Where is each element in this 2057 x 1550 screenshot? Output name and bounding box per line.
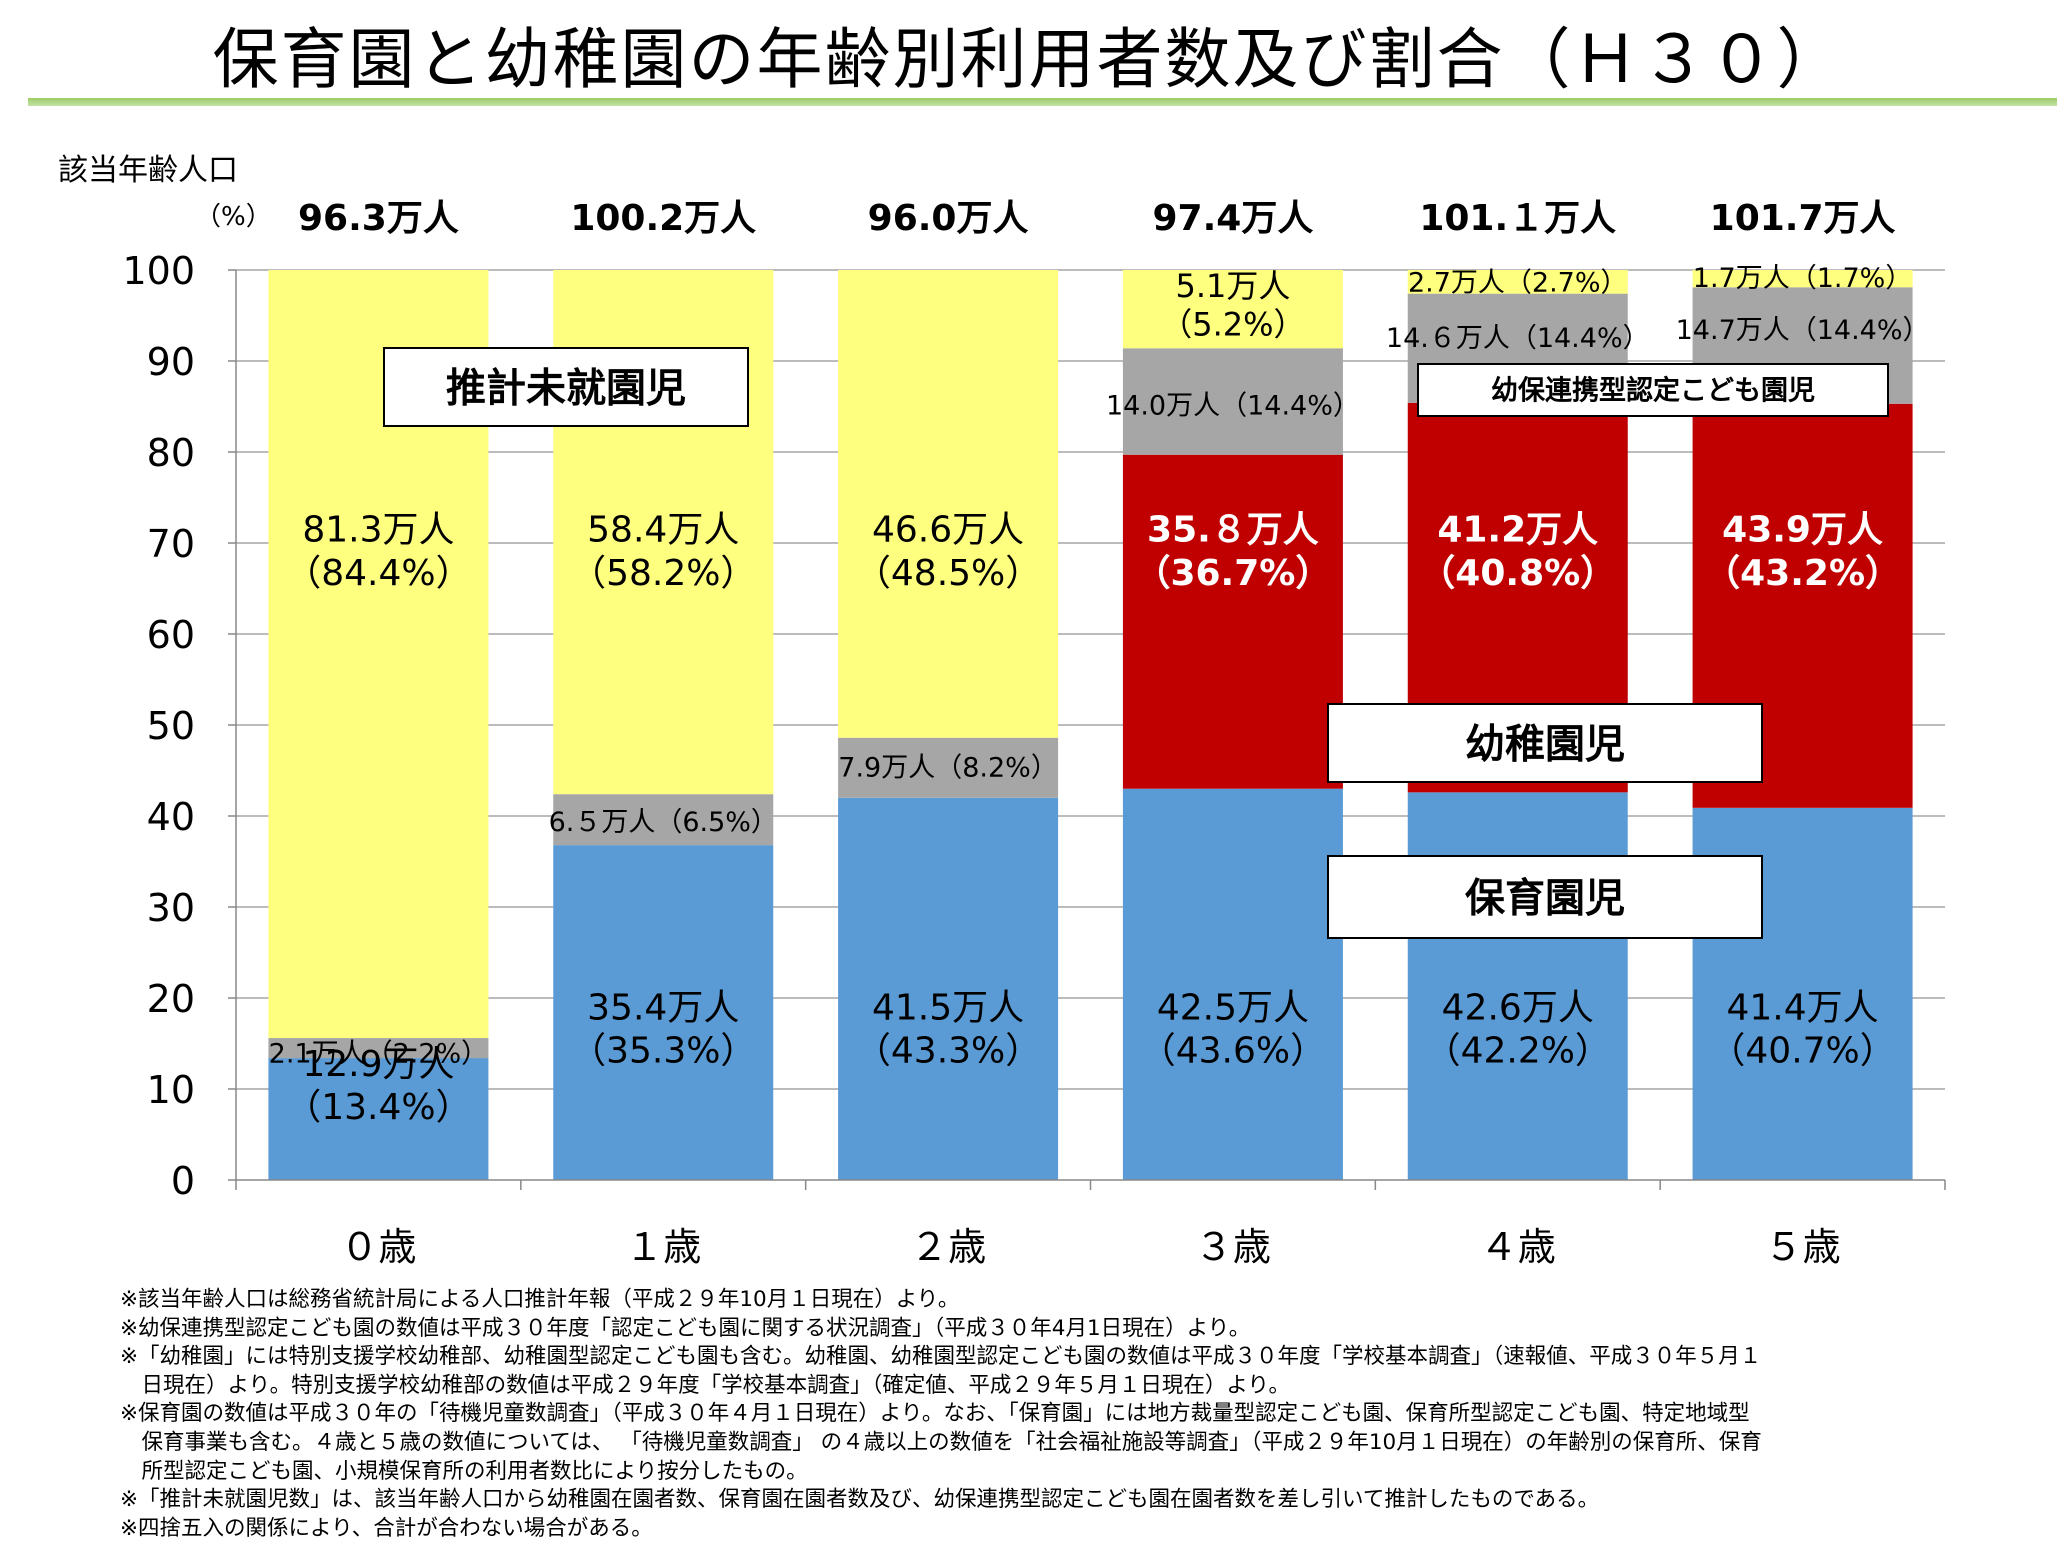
annotation-certified-box	[1417, 363, 1889, 417]
segment-label-nursery: 35.4万人	[587, 987, 739, 1028]
footnote: ※保育園の数値は平成３０年の「待機児童数調査」（平成３０年４月１日現在）より。な…	[120, 1401, 1750, 1427]
footnote: ※「推計未就園児数」は、該当年齢人口から幼稚園在園者数、保育園在園者数及び、幼保…	[120, 1487, 1600, 1513]
x-tick-label: １歳	[625, 1225, 701, 1269]
segment-label-kindergarten: （40.8%）	[1419, 553, 1616, 594]
annotation-unenrolled-label: 推計未就園児	[446, 365, 686, 411]
segment-label-unenrolled: 1.7万人（1.7%）	[1693, 263, 1913, 294]
segment-label-unenrolled: 58.4万人	[587, 510, 739, 551]
bar-segment-kindergarten	[1122, 454, 1343, 789]
footnote: 保育事業も含む。４歳と５歳の数値については、 「待機児童数調査」 の４歳以上の数…	[120, 1429, 1762, 1455]
x-tick-label: ２歳	[910, 1225, 986, 1269]
footnote: ※四捨五入の関係により、合計が合わない場合がある。	[120, 1515, 653, 1541]
bar-segment-nursery	[838, 797, 1059, 1180]
segment-label-unenrolled: （58.2%）	[570, 553, 756, 594]
x-tick-label: ３歳	[1195, 1225, 1271, 1269]
total-population-label: 97.4万人	[1153, 198, 1314, 239]
segment-label-unenrolled: （48.5%）	[855, 553, 1041, 594]
segment-label-nursery: 41.4万人	[1726, 987, 1878, 1028]
segment-label-nursery: 42.6万人	[1442, 987, 1594, 1028]
segment-label-kindergarten: 41.2万人	[1437, 510, 1598, 551]
segment-label-unenrolled: （5.2%）	[1160, 305, 1305, 343]
segment-label-certified: 14.7万人（14.4%）	[1676, 315, 1930, 346]
chart-header: 該当年齢人口 （%） 96.3万人 100.2万人 96.0万人 97.4万人 101.１万…	[58, 153, 1896, 239]
y-tick-label: 10	[147, 1068, 195, 1112]
segment-label-kindergarten: 35.８万人	[1147, 510, 1319, 551]
stacked-bar-chart: 0 10 20 30 40 50 60 70 80 90 100 ０歳 １歳 ２歳 ３歳 ４歳 ５歳 12.9万…	[58, 153, 1946, 1269]
annotation-kindergarten-box	[1327, 703, 1763, 783]
x-tick-label: ０歳	[340, 1225, 416, 1269]
bar-segment-nursery	[1122, 788, 1343, 1180]
segment-label-certified: 14.６万人（14.4%）	[1386, 323, 1650, 354]
segment-label-nursery: （43.3%）	[855, 1031, 1041, 1072]
y-tick-label: 0	[171, 1159, 195, 1203]
segment-label-unenrolled: （84.4%）	[285, 553, 471, 594]
total-population-label: 101.１万人	[1419, 198, 1616, 239]
total-population-label: 101.7万人	[1710, 198, 1896, 239]
segment-label-unenrolled: 81.3万人	[302, 510, 454, 551]
annotation-unenrolled-box	[383, 347, 749, 427]
bar-segment-unenrolled	[838, 270, 1059, 738]
x-tick-label: ５歳	[1765, 1225, 1841, 1269]
axes: 0 10 20 30 40 50 60 70 80 90 100 ０歳 １歳 ２歳 ３歳 ４歳 ５歳	[122, 249, 1946, 1269]
segment-label-nursery: （13.4%）	[285, 1087, 471, 1128]
segment-label-nursery: 41.5万人	[872, 987, 1024, 1028]
annotation-kindergarten-label: 幼稚園児	[1465, 721, 1625, 767]
annotation-nursery-label: 保育園児	[1465, 875, 1625, 921]
segment-label-certified: 6.５万人（6.5%）	[549, 807, 778, 838]
segment-label-nursery: （42.2%）	[1425, 1031, 1611, 1072]
segment-label-nursery: 12.9万人	[302, 1044, 454, 1085]
y-tick-label: 50	[147, 704, 195, 748]
segment-label-kindergarten: 43.9万人	[1722, 510, 1883, 551]
footnote: ※幼保連携型認定こども園の数値は平成３０年度「認定こども園に関する状況調査」（平…	[120, 1315, 1251, 1341]
segment-label-nursery: （40.7%）	[1709, 1031, 1895, 1072]
x-tick-label: ４歳	[1480, 1225, 1556, 1269]
segment-label-nursery: （43.6%）	[1140, 1031, 1326, 1072]
segment-label-certified: 14.0万人（14.4%）	[1106, 390, 1360, 421]
segment-label-unenrolled: 2.7万人（2.7%）	[1408, 268, 1628, 299]
y-tick-label: 30	[147, 886, 195, 930]
y-tick-label: 90	[147, 340, 195, 384]
total-population-label: 100.2万人	[570, 198, 756, 239]
bar-segment-unenrolled	[1122, 270, 1343, 349]
segment-label-unenrolled: 46.6万人	[872, 510, 1024, 551]
y-axis-unit: （%）	[195, 202, 272, 232]
segment-label-kindergarten: （36.7%）	[1134, 553, 1331, 594]
y-tick-label: 100	[122, 249, 195, 293]
segment-label-certified: 2.1万人（2.2%）	[269, 1038, 489, 1069]
page-title: 保育園と幼稚園の年齢別利用者数及び割合（Ｈ３０）	[212, 21, 1845, 98]
bar-segment-certified	[553, 794, 774, 846]
segment-labels: 12.9万人（13.4%） 35.4万人（35.3%） 41.5万人（43.3%） 4…	[269, 263, 1930, 1128]
bar-segment-nursery	[268, 1058, 489, 1180]
bar-segment-nursery	[1407, 792, 1628, 1180]
bar-segment-unenrolled	[1692, 270, 1913, 288]
y-tick-label: 70	[147, 522, 195, 566]
segment-label-certified: 7.9万人（8.2%）	[838, 753, 1058, 784]
title-underline	[28, 98, 2057, 106]
total-population-label: 96.3万人	[298, 198, 459, 239]
y-tick-label: 20	[147, 977, 195, 1021]
y-tick-label: 40	[147, 795, 195, 839]
segment-label-kindergarten: （43.2%）	[1704, 553, 1901, 594]
footnote: ※該当年齢人口は総務省統計局による人口推計年報（平成２９年10月１日現在）より。	[120, 1287, 960, 1312]
total-population-label: 96.0万人	[868, 198, 1029, 239]
annotation-nursery-box	[1327, 855, 1763, 939]
y-tick-label: 60	[147, 613, 195, 657]
gridlines	[236, 269, 1945, 1090]
bar-segment-certified	[268, 1038, 489, 1059]
annotation-certified-label: 幼保連携型認定こども園児	[1491, 375, 1815, 407]
y-tick-label: 80	[147, 431, 195, 475]
footnote: ※「幼稚園」には特別支援学校幼稚部、幼稚園型認定こども園も含む。幼稚園、幼稚園型…	[120, 1344, 1762, 1370]
segment-label-nursery: （35.3%）	[570, 1031, 756, 1072]
bar-segment-certified	[838, 737, 1059, 798]
y-axis-title: 該当年齢人口	[58, 153, 238, 188]
bar-segment-unenrolled	[1407, 270, 1628, 294]
footnotes: ※該当年齢人口は総務省統計局による人口推計年報（平成２９年10月１日現在）より。…	[120, 1286, 2020, 1543]
bar-segment-nursery	[553, 845, 774, 1180]
footnote: 所型認定こども園、小規模保育所の利用者数比により按分したもの。	[120, 1458, 808, 1484]
footnote: 日現在）より。特別支援学校幼稚部の数値は平成２９年度「学校基本調査」（確定値、平…	[120, 1372, 1291, 1398]
segment-label-unenrolled: 5.1万人	[1175, 267, 1290, 305]
segment-label-nursery: 42.5万人	[1157, 987, 1309, 1028]
bar-segment-certified	[1122, 348, 1343, 455]
